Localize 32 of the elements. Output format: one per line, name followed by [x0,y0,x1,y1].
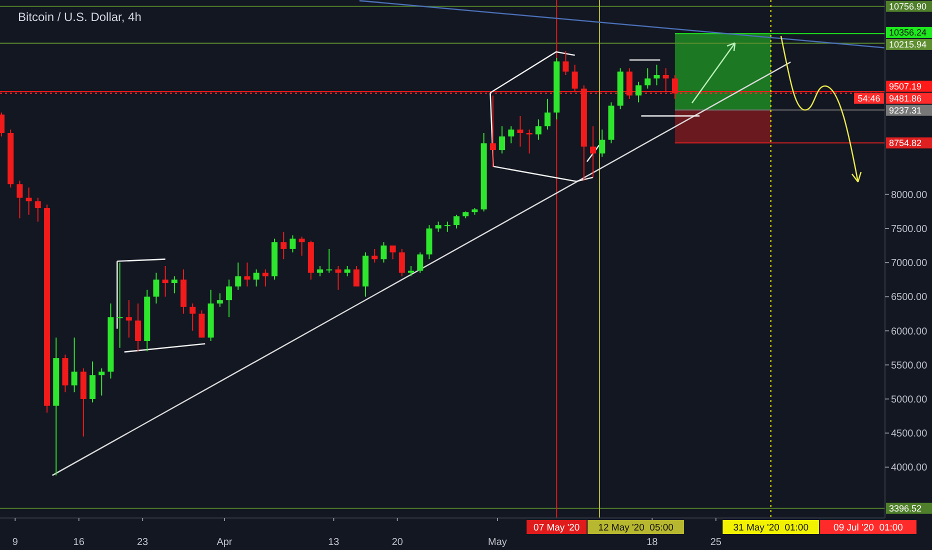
ref-line-label: 9237.31 [889,105,922,116]
ref-line-label: 31 May '20 01:00 [733,522,808,534]
y-tick-label: 6000.00 [891,326,928,338]
ref-line-label: 07 May '20 [534,522,580,534]
ref-line-label: 9507.19 [889,81,922,92]
x-tick-label: 20 [392,537,404,548]
text: Bitcoin / U.S. Dollar, 4h [18,10,142,24]
x-tick-label: 23 [137,537,149,548]
y-tick-label: 8000.00 [891,190,928,201]
x-tick-label: 18 [646,537,658,548]
ref-line-label: 12 May '20 05:00 [598,522,674,534]
ref-line-label: 9481.86 [889,93,922,104]
annotation: 54:46 [858,93,880,104]
ref-line-label: 10215.94 [889,40,927,50]
y-tick-label: 4000.00 [891,462,928,474]
ref-line-label: 10756.90 [889,2,927,12]
ref-line-label: 8754.82 [889,138,922,148]
x-tick-label: 16 [73,537,85,548]
x-tick-label: May [488,537,507,548]
ref-line-label: 10356.24 [889,28,927,38]
y-tick-label: 5000.00 [891,394,928,406]
x-tick-label: Apr [216,537,233,548]
x-tick-label: 25 [710,537,722,548]
x-tick-label: 9 [12,537,18,548]
y-tick-label: 5500.00 [891,360,928,372]
text: 09 Jul '20 01:00 [834,522,903,534]
y-tick-label: 4500.00 [891,428,928,440]
y-tick-label: 7500.00 [891,224,928,235]
ref-line-label: 3396.52 [889,504,922,514]
y-tick-label: 7000.00 [891,258,928,270]
x-tick-label: 13 [328,537,340,548]
y-tick-label: 6500.00 [891,292,928,304]
